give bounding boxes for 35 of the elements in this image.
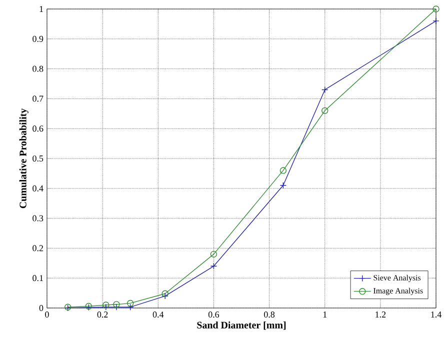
point (432, 18, 440, 24)
y-tick-label: 0.2 (32, 245, 43, 252)
point (280, 182, 287, 189)
point (127, 304, 134, 310)
y-tick-label: 1 (40, 6, 43, 12)
y-tick-label: 0.6 (32, 126, 44, 132)
y-tick-label: 0.7 (32, 96, 44, 102)
point (210, 250, 218, 258)
point (127, 300, 134, 307)
y-tick-label: 0.9 (32, 36, 44, 42)
y-tick-label: 0.3 (32, 215, 44, 222)
x-tick-label: 0.2 (97, 312, 108, 318)
y-tick-label: 0.8 (32, 66, 44, 72)
y-axis-title: Cumulative Probability (19, 108, 28, 208)
point (162, 290, 168, 297)
x-tick-label: 0 (45, 312, 49, 318)
point (322, 107, 328, 114)
x-tick-label: 0.4 (152, 312, 164, 318)
y-tick-label: 0 (39, 304, 44, 312)
y-tick-label: 0.5 (32, 155, 44, 162)
point (322, 86, 328, 94)
point (432, 6, 440, 12)
y-tick-label: 0.4 (32, 185, 44, 192)
point (113, 301, 120, 308)
x-tick-label: 1 (323, 312, 327, 318)
x-axis-title: Sand Diameter [mm] (197, 321, 286, 330)
point (162, 292, 168, 300)
y-tick-label: 0.1 (32, 275, 43, 282)
point (113, 304, 120, 310)
point (210, 262, 218, 270)
x-tick-label: 1.2 (376, 312, 386, 318)
x-tick-label: 1.4 (431, 312, 442, 318)
point (280, 167, 287, 174)
x-tick-label: 0.6 (208, 312, 220, 318)
x-tick-label: 0.8 (264, 312, 275, 318)
